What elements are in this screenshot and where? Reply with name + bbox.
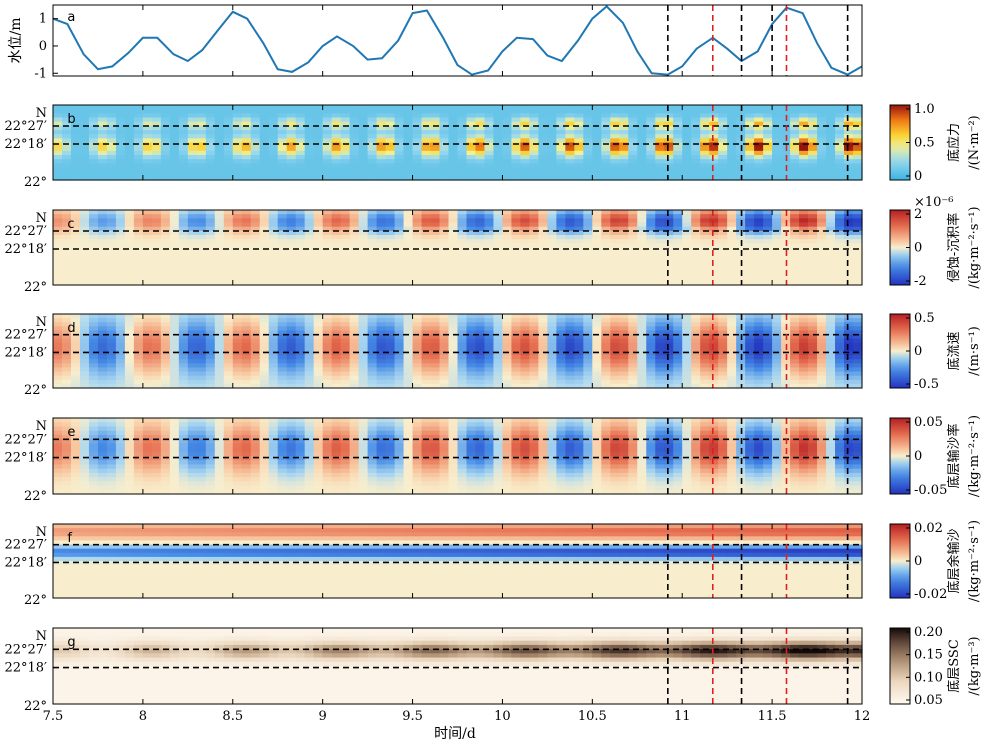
panel-f-letter: f (67, 531, 72, 546)
x-tick-label: 12 (854, 709, 871, 724)
x-tick-label: 9.5 (402, 709, 423, 724)
colorbar-c-title-2: /(kg·m⁻²·s⁻¹) (967, 206, 982, 288)
colorbar-d-title-1: 底流速 (946, 331, 962, 370)
panel-e-letter: e (67, 425, 75, 440)
colorbar-b-tick-label: 1.0 (914, 102, 935, 117)
colorbar-f-title-1: 底层余输沙 (946, 528, 962, 593)
colorbar-b-tick-label: 0.5 (914, 136, 935, 151)
colorbar-d-title-2: /(m·s⁻¹) (967, 326, 982, 376)
x-tick-label: 10.5 (578, 709, 607, 724)
panel-a-letter: a (67, 10, 75, 25)
colorbar-f-tick-label: 0 (914, 554, 922, 569)
x-tick-label: 11.5 (758, 709, 787, 724)
colorbar-e-tick-label: 0.05 (914, 415, 943, 430)
panel-g-letter: g (67, 635, 75, 650)
panel-c-lat-label: 22° (24, 280, 47, 295)
x-axis-title: 时间/d (434, 726, 476, 742)
colorbar-e-title-1: 底层输沙率 (946, 423, 962, 488)
water-level-line (52, 5, 863, 76)
colorbar-c-tick-label: 0 (914, 241, 922, 256)
panel-c-lat-label: 22°27′ (4, 224, 47, 239)
colorbar-b-tick-label: 0 (914, 169, 922, 184)
panel-c-letter: c (67, 217, 74, 232)
colorbar-b-title-2: /(N·m⁻²) (967, 115, 982, 169)
panel-d-lat-label: 22°18′ (4, 345, 47, 360)
colorbar-f-title-2: /(kg·m⁻²·s⁻¹) (967, 520, 982, 602)
colorbar-g-tick-label: 0.05 (914, 693, 943, 708)
colorbar-c-title-1: 侵蚀-沉积率 (946, 213, 962, 282)
panel-a-ytick-label: 1 (39, 12, 47, 27)
x-tick-label: 11 (674, 709, 691, 724)
colorbar-f-tick-label: -0.02 (914, 587, 947, 602)
panel-f-lat-label: 22°18′ (4, 555, 47, 570)
colorbar-b-title-1: 底应力 (946, 123, 962, 162)
x-tick-label: 10 (494, 709, 511, 724)
x-tick-label: 8.5 (222, 709, 243, 724)
panel-g-lat-label: 22°27′ (4, 642, 47, 657)
colorbar-g-tick-label: 0.20 (914, 625, 943, 640)
field-layer (53, 105, 863, 705)
panel-e-lat-label: 22°18′ (4, 451, 47, 466)
panel-c-lat-label: 22°18′ (4, 242, 47, 257)
panel-d-lat-label: 22°27′ (4, 328, 47, 343)
colorbar-e-tick-label: 0 (914, 449, 922, 464)
panel-b-letter: b (67, 112, 75, 127)
colorbar-g-tick-label: 0.15 (914, 648, 943, 663)
colorbar-f-tick-label: 0.02 (914, 521, 943, 536)
panel-d-letter: d (67, 321, 75, 336)
colorbar-g-title-2: /(kg·m⁻³) (967, 636, 982, 695)
panel-b-lat-label: 22° (24, 175, 47, 190)
panel-b-lat-label: 22°27′ (4, 119, 47, 134)
panel-d-lat-label: 22° (24, 383, 47, 398)
x-tick-label: 7.5 (43, 709, 64, 724)
x-tick-label: 9 (319, 709, 327, 724)
x-tick-label: 8 (139, 709, 147, 724)
colorbar-c-exponent: ×10⁻⁶ (914, 195, 954, 210)
panel-g-lat-label: 22°18′ (4, 661, 47, 676)
panel-b-lat-label: 22°18′ (4, 137, 47, 152)
colorbar-d-tick-label: -0.5 (914, 377, 939, 392)
colorbar-g (889, 627, 911, 705)
panel-f-lat-label: 22° (24, 593, 47, 608)
panel-e-lat-label: 22°27′ (4, 432, 47, 447)
panel-e-lat-label: 22° (24, 489, 47, 504)
colorbar-e-title-2: /(kg·m⁻²·s⁻¹) (967, 415, 982, 497)
panel-a-ytick-label: 0 (39, 39, 47, 54)
colorbar-g-tick-label: 0.10 (914, 670, 943, 685)
panel-a-ylabel: 水位/m (8, 18, 24, 64)
panel-f-lat-label: 22°27′ (4, 538, 47, 553)
colorbar-e-tick-label: -0.05 (914, 483, 947, 498)
colorbar-d-tick-label: 0 (914, 344, 922, 359)
colorbar-g-title-1: 底层SSC (946, 639, 962, 693)
panel-a-ytick-label: -1 (34, 66, 47, 81)
colorbar-c-tick-label: -2 (914, 274, 927, 289)
colorbar-d-tick-label: 0.5 (914, 311, 935, 326)
